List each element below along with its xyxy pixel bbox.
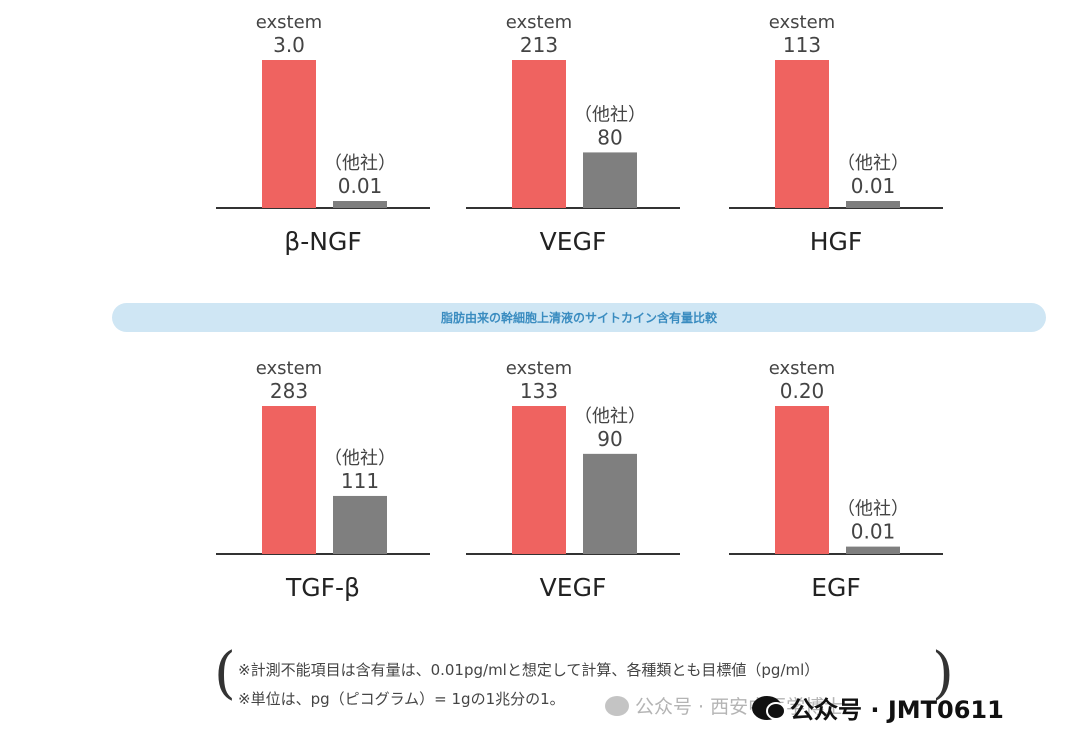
panel-title: β-NGF	[284, 227, 361, 256]
bar-exstem	[775, 60, 829, 208]
footnotes: ( ※計測不能項目は含有量は、0.01pg/mlと想定して計算、各種類とも目標値…	[214, 646, 954, 720]
watermark: 公众号 · 西安中医学博士	[605, 692, 843, 719]
left-paren: (	[214, 641, 236, 706]
account-label: 公众号 · JMT0611	[752, 690, 1004, 725]
data-label: 0.01	[338, 174, 383, 198]
data-label: 133	[520, 379, 558, 403]
data-label: 0.01	[851, 520, 896, 544]
bar-exstem	[512, 60, 566, 208]
bar-other	[333, 201, 387, 208]
data-label: 111	[341, 469, 379, 493]
category-label: exstem	[506, 12, 572, 33]
category-label: （他社）	[837, 153, 909, 174]
section-banner: 脂肪由来の幹細胞上清液のサイトカイン含有量比較	[112, 303, 1046, 332]
bar-other	[583, 453, 637, 554]
category-label: （他社）	[324, 448, 396, 469]
bar-exstem	[512, 406, 566, 554]
data-label: 80	[597, 125, 622, 149]
panel-title: TGF-β	[285, 573, 360, 602]
category-label: （他社）	[574, 104, 646, 125]
data-label: 0.20	[780, 379, 825, 403]
category-label: exstem	[769, 12, 835, 33]
charts-area: 3.0exstem0.01（他社）β-NGF213exstem80（他社）VEG…	[216, 12, 943, 602]
bar-other	[846, 546, 900, 554]
bar-exstem	[262, 406, 316, 554]
category-label: exstem	[256, 358, 322, 379]
bar-other	[583, 152, 637, 208]
panel-title: EGF	[811, 573, 861, 602]
footnote-2: ※単位は、pg（ピコグラム）= 1gの1兆分の1。	[238, 690, 565, 708]
category-label: （他社）	[837, 499, 909, 520]
wechat-icon	[752, 695, 784, 720]
data-label: 3.0	[273, 33, 305, 57]
watermark-text: 公众号 · 西安中医学博士	[635, 696, 844, 718]
data-label: 113	[783, 33, 821, 57]
panel-title: VEGF	[540, 573, 607, 602]
category-label: exstem	[769, 358, 835, 379]
right-paren: )	[932, 641, 954, 706]
wechat-icon	[605, 695, 629, 716]
category-label: exstem	[506, 358, 572, 379]
bar-exstem	[262, 60, 316, 208]
category-label: （他社）	[574, 406, 646, 427]
bar-other	[846, 201, 900, 208]
data-label: 213	[520, 33, 558, 57]
data-label: 283	[270, 379, 308, 403]
data-label: 0.01	[851, 174, 896, 198]
account-text: 公众号 · JMT0611	[790, 696, 1004, 724]
footnote-1: ※計測不能項目は含有量は、0.01pg/mlと想定して計算、各種類とも目標値（p…	[238, 661, 820, 679]
data-label: 90	[597, 427, 622, 451]
category-label: （他社）	[324, 153, 396, 174]
bar-exstem	[775, 406, 829, 554]
bar-other	[333, 495, 387, 554]
panel-title: VEGF	[540, 227, 607, 256]
panel-title: HGF	[810, 227, 863, 256]
category-label: exstem	[256, 12, 322, 33]
